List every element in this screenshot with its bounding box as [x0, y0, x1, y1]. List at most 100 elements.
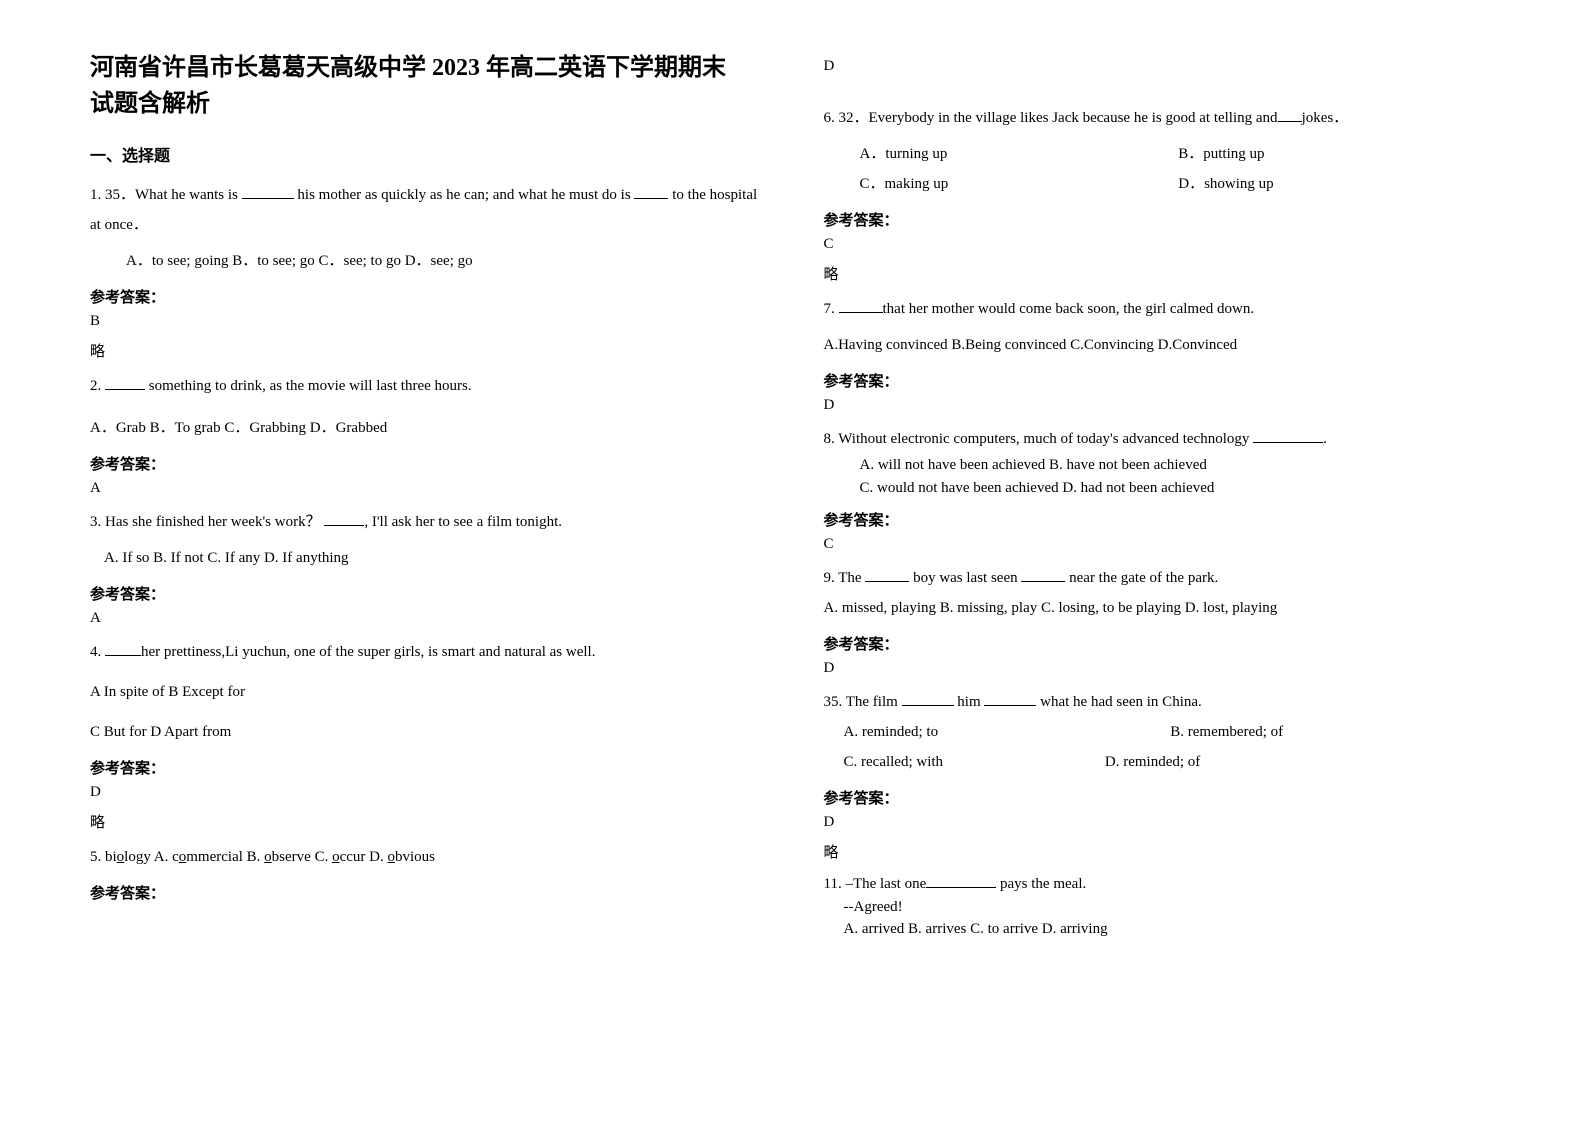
blank: [865, 566, 909, 582]
blank: [105, 374, 145, 390]
q11-p2: pays the meal.: [996, 876, 1086, 892]
q10-p2: him: [954, 694, 985, 710]
question-10: 35. The film him what he had seen in Chi…: [824, 687, 1498, 717]
q7-text-b: that her mother would come back soon, th…: [883, 301, 1255, 317]
q10-optD: D. reminded; of: [1105, 747, 1497, 777]
section-header-1: 一、选择题: [90, 142, 764, 166]
q1-text-b: his mother as quickly as he can; and wha…: [294, 187, 635, 203]
q10-options: A. reminded; to B. remembered; of C. rec…: [824, 717, 1498, 777]
blank: [839, 297, 883, 313]
q10-p3: what he had seen in China.: [1036, 694, 1201, 710]
answer-label: 参考答案：: [824, 787, 1498, 808]
q3-answer: A: [90, 610, 764, 627]
q6-optB: B．putting up: [1178, 139, 1497, 169]
q2-answer: A: [90, 480, 764, 497]
blank: [902, 690, 954, 706]
answer-label: 参考答案：: [90, 286, 764, 307]
q5-p4: bserve C.: [272, 849, 332, 865]
answer-label: 参考答案：: [90, 882, 764, 903]
q10-lue: 略: [824, 841, 1498, 862]
q5-p6: bvious: [395, 849, 435, 865]
q6-lue: 略: [824, 263, 1498, 284]
answer-label: 参考答案：: [824, 633, 1498, 654]
q9-p1: 9. The: [824, 570, 866, 586]
q10-p1: 35. The film: [824, 694, 902, 710]
q9-p3: near the gate of the park.: [1065, 570, 1218, 586]
q4-answer: D: [90, 784, 764, 801]
blank: [1278, 106, 1302, 122]
doc-title: 河南省许昌市长葛葛天高级中学 2023 年高二英语下学期期末 试题含解析: [90, 50, 764, 122]
right-column: D 6. 32．Everybody in the village likes J…: [794, 50, 1498, 1082]
q6-text-b: jokes．: [1302, 110, 1349, 126]
q7-text-a: 7.: [824, 301, 839, 317]
q1-options: A．to see; going B．to see; go C．see; to g…: [90, 246, 764, 276]
question-3: 3. Has she finished her week's work？ , I…: [90, 507, 764, 537]
q8-options-1: A. will not have been achieved B. have n…: [824, 454, 1498, 477]
q7-options: A.Having convinced B.Being convinced C.C…: [824, 330, 1498, 360]
q11-p1: 11. –The last one: [824, 876, 927, 892]
title-line-1: 河南省许昌市长葛葛天高级中学 2023 年高二英语下学期期末: [90, 55, 726, 81]
q2-options: A．Grab B．To grab C．Grabbing D．Grabbed: [90, 413, 764, 443]
q5-p2: logy A. c: [124, 849, 179, 865]
q2-text-a: 2.: [90, 378, 105, 394]
question-2: 2. something to drink, as the movie will…: [90, 371, 764, 401]
q10-optA: A. reminded; to: [844, 717, 1171, 747]
q5-p3: mmercial B.: [186, 849, 264, 865]
title-line-2: 试题含解析: [90, 91, 210, 117]
q3-options: A. If so B. If not C. If any D. If anyth…: [90, 543, 764, 573]
question-6: 6. 32．Everybody in the village likes Jac…: [824, 103, 1498, 133]
blank: [926, 872, 996, 888]
q7-answer: D: [824, 397, 1498, 414]
q1-answer: B: [90, 313, 764, 330]
answer-label: 参考答案：: [824, 509, 1498, 530]
q11-opts: A. arrived B. arrives C. to arrive D. ar…: [824, 918, 1108, 941]
question-11: 11. –The last one pays the meal. --Agree…: [824, 872, 1498, 941]
blank: [1253, 427, 1323, 443]
q3-text-a: 3. Has she finished her week's work？: [90, 514, 324, 530]
q5-p5: ccur D.: [340, 849, 388, 865]
answer-label: 参考答案：: [824, 370, 1498, 391]
question-9: 9. The boy was last seen near the gate o…: [824, 563, 1498, 593]
question-1: 1. 35．What he wants is his mother as qui…: [90, 180, 764, 240]
question-8: 8. Without electronic computers, much of…: [824, 424, 1498, 454]
q4-lue: 略: [90, 811, 764, 832]
q5-u3: o: [264, 849, 272, 865]
q10-answer: D: [824, 814, 1498, 831]
q9-p2: boy was last seen: [909, 570, 1021, 586]
blank: [324, 510, 364, 526]
q4-options-2: C But for D Apart from: [90, 717, 764, 747]
q4-options-1: A In spite of B Except for: [90, 677, 764, 707]
q5-u5: o: [387, 849, 395, 865]
q6-text-a: 6. 32．Everybody in the village likes Jac…: [824, 110, 1278, 126]
blank: [242, 183, 294, 199]
q5-p1: 5. bi: [90, 849, 117, 865]
q5-u4: o: [332, 849, 340, 865]
q10-optC: C. recalled; with: [844, 747, 1105, 777]
q6-optC: C．making up: [860, 169, 1179, 199]
q4-text-b: her prettiness,Li yuchun, one of the sup…: [141, 644, 595, 660]
answer-label: 参考答案：: [90, 453, 764, 474]
q8-answer: C: [824, 536, 1498, 553]
q8-text-b: .: [1323, 431, 1327, 447]
blank: [1021, 566, 1065, 582]
q4-text-a: 4.: [90, 644, 105, 660]
question-7: 7. that her mother would come back soon,…: [824, 294, 1498, 324]
answer-label: 参考答案：: [90, 583, 764, 604]
answer-label: 参考答案：: [90, 757, 764, 778]
q6-options: A．turning up B．putting up C．making up D．…: [824, 139, 1498, 199]
left-column: 河南省许昌市长葛葛天高级中学 2023 年高二英语下学期期末 试题含解析 一、选…: [90, 50, 794, 1082]
q1-lue: 略: [90, 340, 764, 361]
q9-answer: D: [824, 660, 1498, 677]
question-4: 4. her prettiness,Li yuchun, one of the …: [90, 637, 764, 667]
q8-options-2: C. would not have been achieved D. had n…: [824, 477, 1498, 500]
q9-options: A. missed, playing B. missing, play C. l…: [824, 593, 1498, 623]
q10-optB: B. remembered; of: [1170, 717, 1497, 747]
q3-text-b: , I'll ask her to see a film tonight.: [364, 514, 562, 530]
q2-text-b: something to drink, as the movie will la…: [145, 378, 472, 394]
q6-optA: A．turning up: [860, 139, 1179, 169]
q5-answer: D: [824, 58, 1498, 75]
page-container: 河南省许昌市长葛葛天高级中学 2023 年高二英语下学期期末 试题含解析 一、选…: [0, 0, 1587, 1122]
q8-text-a: 8. Without electronic computers, much of…: [824, 431, 1254, 447]
blank: [984, 690, 1036, 706]
q6-answer: C: [824, 236, 1498, 253]
